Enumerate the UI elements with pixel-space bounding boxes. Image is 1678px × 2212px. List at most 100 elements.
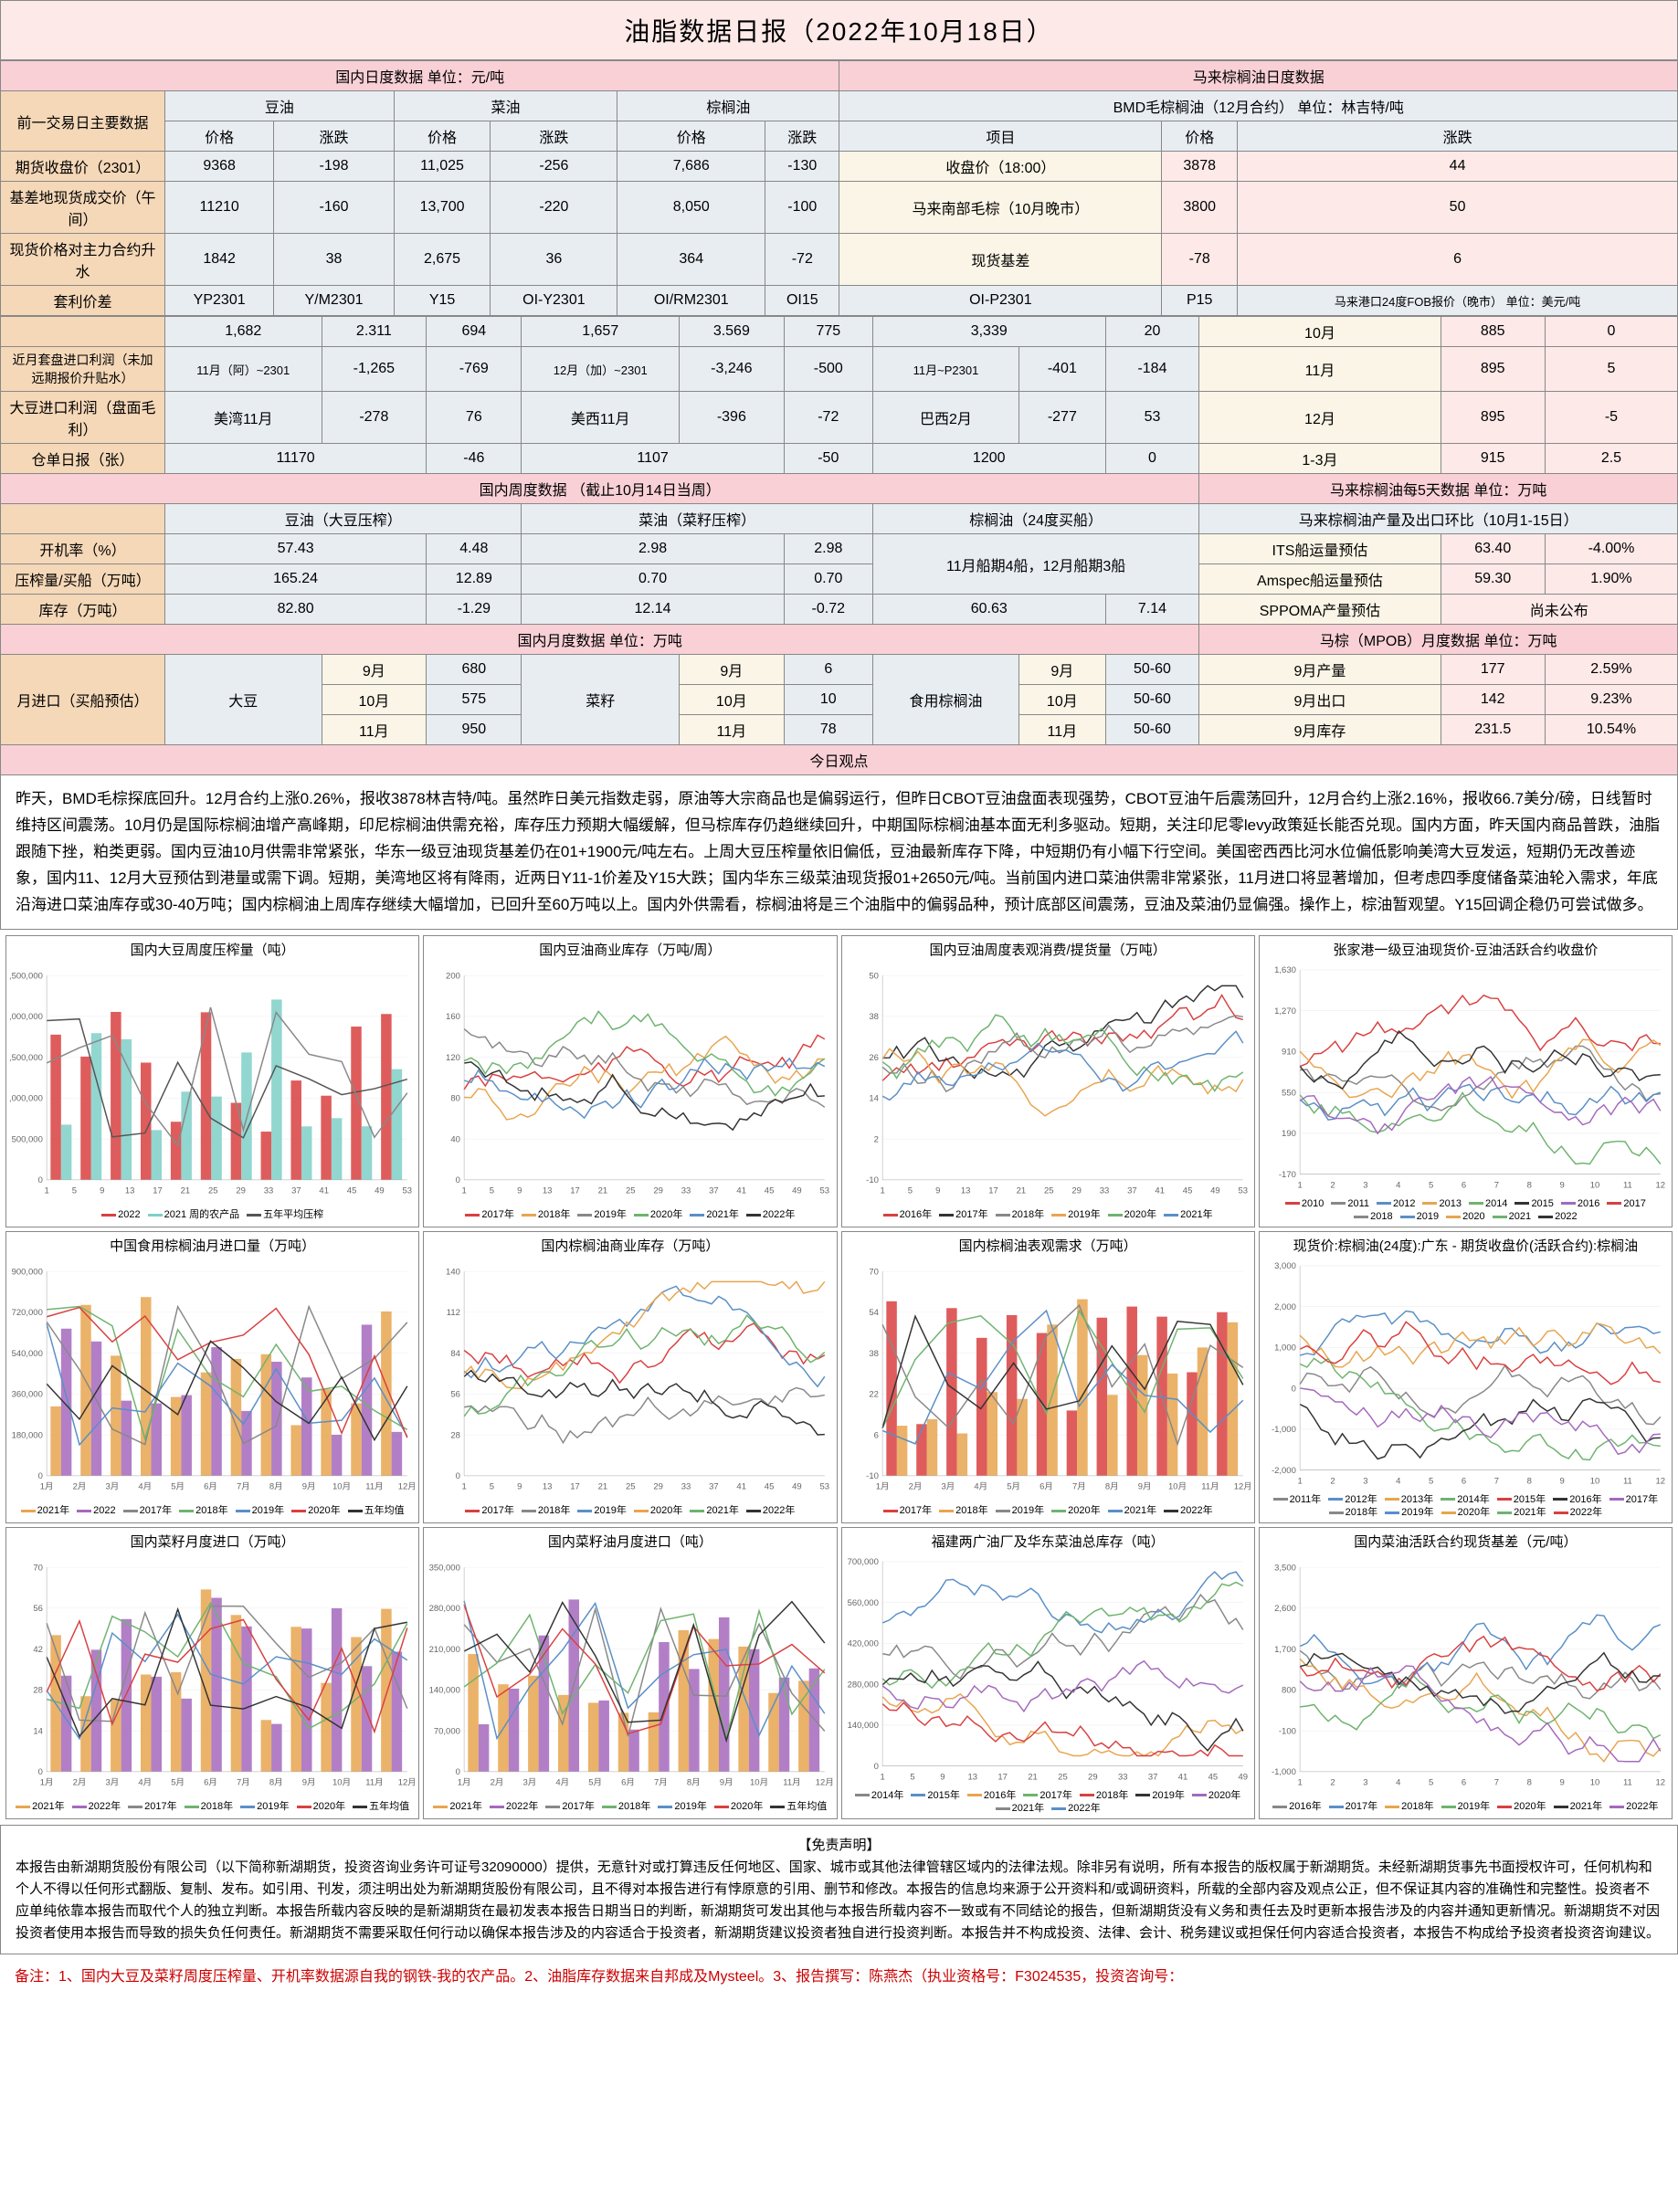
- opinion-text: 昨天，BMD毛棕探底回升。12月合约上涨0.26%，报收3878林吉特/吨。虽然…: [1, 775, 1678, 930]
- svg-text:13: 13: [543, 1482, 553, 1492]
- charts-grid: 国内大豆周度压榨量（吨）0500,0001,000,0001,500,0002,…: [0, 930, 1678, 1825]
- svg-text:45: 45: [1208, 1773, 1218, 1783]
- svg-text:12: 12: [1655, 1477, 1665, 1487]
- opinion-hdr: 今日观点: [1, 745, 1678, 775]
- chart-body: -1,000-1008001,7002,6003,500123456789101…: [1263, 1553, 1668, 1798]
- chart-title: 国内棕榈油商业库存（万吨）: [427, 1236, 832, 1255]
- svg-text:25: 25: [208, 1186, 218, 1196]
- svg-text:2,000,000: 2,000,000: [10, 1013, 43, 1023]
- svg-text:3: 3: [1363, 1778, 1367, 1788]
- svg-text:41: 41: [319, 1186, 329, 1196]
- svg-text:21: 21: [1016, 1186, 1026, 1196]
- my-5day-hdr: 马来棕榈油每5天数据 单位：万吨: [1199, 474, 1678, 504]
- svg-text:2: 2: [1330, 1477, 1335, 1487]
- svg-text:56: 56: [451, 1390, 461, 1400]
- svg-text:1月: 1月: [40, 1778, 54, 1788]
- svg-text:9: 9: [100, 1186, 104, 1196]
- svg-text:550: 550: [1282, 1089, 1296, 1099]
- svg-text:12月: 12月: [1233, 1482, 1250, 1492]
- svg-text:1,630: 1,630: [1274, 966, 1296, 976]
- footnote-text: 备注：1、国内大豆及菜籽周度压榨量、开机率数据源自我的钢铁-我的农产品。2、油脂…: [0, 1954, 1678, 1995]
- svg-text:910: 910: [1282, 1048, 1296, 1058]
- weekly-hdr: 国内周度数据 （截止10月14日当周）: [1, 474, 1199, 504]
- svg-text:2: 2: [1330, 1778, 1335, 1788]
- svg-text:7: 7: [1494, 1778, 1499, 1788]
- chart-title: 国内菜油活跃合约现货基差（元/吨）: [1263, 1532, 1668, 1551]
- svg-text:720,000: 720,000: [12, 1309, 43, 1319]
- svg-text:2: 2: [1330, 1181, 1335, 1191]
- svg-text:3月: 3月: [105, 1778, 119, 1788]
- monthly-hdr: 国内月度数据 单位：万吨: [1, 625, 1199, 655]
- svg-text:38: 38: [869, 1013, 879, 1023]
- svg-text:210,000: 210,000: [429, 1645, 460, 1655]
- svg-text:21: 21: [598, 1482, 608, 1492]
- svg-text:7: 7: [1494, 1477, 1499, 1487]
- svg-text:13: 13: [967, 1773, 977, 1783]
- svg-text:0: 0: [873, 1762, 878, 1772]
- svg-text:1: 1: [44, 1186, 48, 1196]
- svg-text:12: 12: [1655, 1778, 1665, 1788]
- svg-text:38: 38: [869, 1349, 879, 1359]
- svg-text:17: 17: [571, 1482, 581, 1492]
- chart-cell: 国内棕榈油商业库存（万吨）028568411214015913172125293…: [423, 1231, 837, 1523]
- svg-text:140: 140: [446, 1268, 460, 1278]
- svg-text:41: 41: [737, 1482, 747, 1492]
- svg-text:360,000: 360,000: [12, 1390, 43, 1400]
- svg-text:6: 6: [1462, 1181, 1466, 1191]
- svg-text:11: 11: [1623, 1477, 1632, 1487]
- svg-text:37: 37: [1127, 1186, 1137, 1196]
- svg-text:500,000: 500,000: [12, 1135, 43, 1145]
- svg-text:7月: 7月: [237, 1482, 250, 1492]
- chart-body: -106223854701月2月3月4月5月6月7月8月9月10月11月12月: [846, 1257, 1251, 1502]
- daily-row-0: 期货收盘价（2301） 9368-198 11,025-256 7,686-13…: [1, 152, 1678, 182]
- chart-cell: 张家港一级豆油现货价-豆油活跃合约收盘价 -170 190 550 910 1,270 1,…: [1259, 935, 1673, 1227]
- svg-text:33: 33: [681, 1186, 691, 1196]
- svg-text:9: 9: [1559, 1778, 1564, 1788]
- svg-text:540,000: 540,000: [12, 1349, 43, 1359]
- svg-text:5: 5: [490, 1482, 494, 1492]
- svg-text:-170: -170: [1279, 1170, 1296, 1180]
- chart-title: 国内棕榈油表观需求（万吨）: [846, 1236, 1251, 1255]
- weekly-row-2: 库存（万吨） 82.80-1.29 12.14-0.72 60.637.14 S…: [1, 595, 1678, 625]
- arb-row-vals: 1,6822.311694 1,6573.569775 3,33920 10月8…: [1, 317, 1678, 347]
- svg-text:6月: 6月: [204, 1482, 217, 1492]
- svg-text:800: 800: [1282, 1686, 1296, 1696]
- chart-title: 中国食用棕榈油月进口量（万吨）: [10, 1236, 415, 1255]
- svg-text:190: 190: [1282, 1130, 1296, 1140]
- svg-text:4: 4: [1396, 1778, 1400, 1788]
- svg-text:11月: 11月: [365, 1482, 383, 1492]
- svg-text:9: 9: [1559, 1181, 1564, 1191]
- svg-text:4: 4: [1396, 1181, 1400, 1191]
- svg-text:11月: 11月: [1201, 1482, 1219, 1492]
- svg-text:-10: -10: [866, 1472, 879, 1482]
- svg-text:33: 33: [1099, 1186, 1109, 1196]
- chart-body: -1701905509101,2701,630123456789101112: [1263, 961, 1668, 1195]
- chart-title: 张家港一级豆油现货价-豆油活跃合约收盘价: [1263, 940, 1668, 959]
- svg-text:37: 37: [709, 1186, 719, 1196]
- svg-text:17: 17: [153, 1186, 163, 1196]
- svg-text:10: 10: [1590, 1778, 1600, 1788]
- svg-text:6月: 6月: [204, 1778, 217, 1788]
- svg-text:12月: 12月: [398, 1482, 415, 1492]
- col-palm: 棕榈油: [617, 91, 839, 121]
- svg-text:12: 12: [1655, 1181, 1665, 1191]
- svg-text:5: 5: [1429, 1477, 1433, 1487]
- chart-title: 福建两广油厂及华东菜油总库存（吨）: [846, 1532, 1251, 1551]
- svg-text:80: 80: [451, 1094, 461, 1104]
- svg-text:2月: 2月: [491, 1778, 504, 1788]
- svg-text:12月: 12月: [398, 1778, 415, 1788]
- svg-text:17: 17: [997, 1773, 1008, 1783]
- chart-cell: 中国食用棕榈油月进口量（万吨）0180,000360,000540,000720…: [5, 1231, 419, 1523]
- chart-title: 国内菜籽月度进口（万吨）: [10, 1532, 415, 1551]
- svg-text:17: 17: [988, 1186, 998, 1196]
- svg-text:1,270: 1,270: [1274, 1006, 1296, 1016]
- chart-cell: 国内豆油商业库存（万吨/周）04080120160200159131721252…: [423, 935, 837, 1227]
- svg-text:45: 45: [765, 1186, 775, 1196]
- svg-text:26: 26: [869, 1053, 879, 1063]
- svg-text:3月: 3月: [105, 1482, 119, 1492]
- svg-text:13: 13: [543, 1186, 553, 1196]
- svg-text:0: 0: [1291, 1385, 1295, 1395]
- svg-text:28: 28: [451, 1431, 461, 1441]
- disclaimer-text: 本报告由新湖期货股份有限公司（以下简称新湖期货，投资咨询业务许可证号320900…: [16, 1857, 1662, 1944]
- svg-text:5: 5: [1429, 1181, 1433, 1191]
